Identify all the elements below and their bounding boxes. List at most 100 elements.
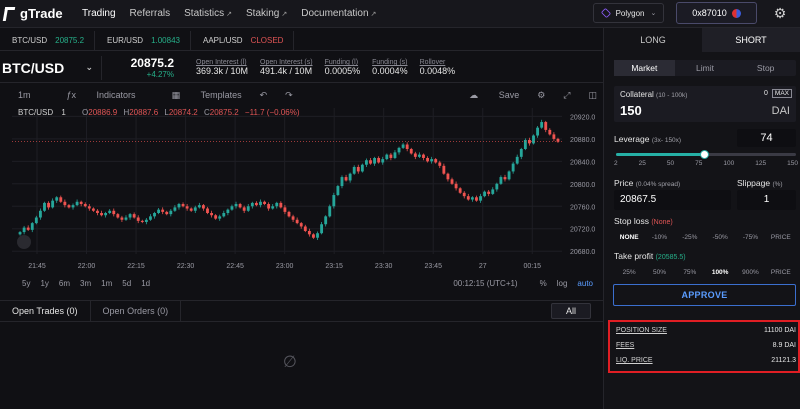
log-toggle[interactable]: log [556, 278, 568, 288]
candle-body [100, 213, 103, 216]
candle-body [283, 207, 287, 212]
wallet-button[interactable]: 0x87010 [676, 2, 757, 24]
tab-short[interactable]: SHORT [702, 28, 800, 52]
redo-icon[interactable]: ↷ [285, 89, 293, 100]
app-logo[interactable]: gTrade [0, 6, 72, 21]
chart-settings-icon[interactable]: ⚙ [537, 89, 546, 100]
approve-button[interactable]: APPROVE [613, 284, 796, 306]
chart-legend: BTC/USD 1 O20886.9 H20887.6 L20874.2 C20… [18, 108, 299, 117]
side-tabs: LONG SHORT [604, 28, 800, 52]
candle-body [336, 186, 340, 196]
stat-value: 0.0004% [372, 66, 408, 76]
candle-body [312, 234, 315, 238]
candle-body [55, 197, 59, 201]
candle-body [263, 201, 266, 205]
max-button[interactable]: MAX [771, 89, 792, 98]
empty-state-icon: ∅ [283, 354, 297, 371]
candle-body [59, 197, 63, 202]
nav-statistics[interactable]: Statistics ↗ [184, 8, 233, 19]
templates-button[interactable]: ▦ Templates [171, 89, 242, 100]
price-input[interactable]: 20867.5 [614, 190, 731, 210]
candle-body [279, 202, 283, 208]
candle-body [385, 154, 389, 160]
leverage-slider[interactable] [616, 150, 796, 159]
pair-tab-eur-usd[interactable]: EUR/USD 1.00843 [95, 30, 191, 51]
percent-toggle[interactable]: % [539, 278, 547, 288]
range-bar: 5y 1y 6m 3m 1m 5d 1d 00:12:15 (UTC+1) % … [0, 276, 603, 290]
range-3m[interactable]: 3m [80, 278, 92, 288]
tab-market[interactable]: Market [614, 60, 675, 76]
candle-body [157, 209, 161, 214]
candle-body [446, 173, 450, 180]
collateral-input[interactable]: Collateral (10 - 100k) 150 0 MAX DAI [614, 86, 796, 122]
tp-option-100[interactable]: 100% [711, 268, 729, 276]
pair-tab-btc-usd[interactable]: BTC/USD 20875.2 [0, 30, 96, 51]
summary-position-size: POSITION SIZE 11100 DAI [616, 327, 796, 334]
tab-open-trades[interactable]: Open Trades (0) [0, 300, 91, 322]
tp-option-price[interactable]: PRICE [770, 268, 791, 276]
tab-limit[interactable]: Limit [696, 63, 714, 73]
candle-body [259, 201, 262, 206]
undo-icon[interactable]: ↶ [259, 89, 268, 100]
range-5d[interactable]: 5d [122, 278, 132, 288]
symbol-selector[interactable]: BTC/USD ⌄ [0, 55, 102, 80]
range-1d[interactable]: 1d [141, 278, 151, 288]
sl-option-50[interactable]: -50% [712, 233, 728, 241]
tp-option-50[interactable]: 50% [652, 268, 666, 276]
slider-handle[interactable] [700, 150, 710, 159]
fullscreen-icon[interactable]: ⤢ [563, 89, 571, 100]
range-5y[interactable]: 5y [22, 278, 31, 288]
all-filter-button[interactable]: All [551, 303, 591, 319]
auto-toggle[interactable]: auto [577, 278, 593, 288]
tab-stop[interactable]: Stop [756, 63, 775, 73]
candlestick-chart[interactable]: 20920.0 20880.0 20840.0 20800.0 20760.0 20720… [12, 104, 603, 274]
nav-documentation[interactable]: Documentation ↗ [301, 8, 377, 19]
candle-body [246, 206, 250, 211]
candle-body [340, 177, 344, 187]
candle-body [136, 217, 140, 221]
candle-body [434, 159, 438, 163]
chart-time[interactable]: 00:12:15 (UTC+1) [453, 278, 518, 288]
sl-option-25[interactable]: -25% [682, 233, 698, 241]
screenshot-icon[interactable]: ◫ [588, 89, 597, 100]
settings-gear-icon[interactable]: ⚙ [773, 5, 787, 21]
slippage-input[interactable]: 1 [737, 190, 796, 210]
tp-option-900[interactable]: 900% [742, 268, 759, 276]
legend-h-key: H [123, 108, 130, 117]
nav-trading[interactable]: Trading [82, 8, 116, 19]
range-6m[interactable]: 6m [58, 278, 71, 288]
collateral-value[interactable]: 150 [620, 103, 642, 118]
slider-fill [616, 153, 705, 156]
candle-body [369, 160, 372, 164]
indicators-button[interactable]: ƒx Indicators [66, 90, 136, 100]
nav-staking[interactable]: Staking ↗ [246, 8, 288, 19]
candle-body [519, 148, 523, 157]
candle-body [430, 159, 434, 162]
candle-body [185, 206, 189, 209]
candle-body [140, 220, 144, 222]
sl-option-75[interactable]: -75% [742, 233, 759, 241]
candle-body [210, 213, 213, 216]
network-selector[interactable]: Polygon ⌄ [593, 3, 664, 23]
tab-long[interactable]: LONG [640, 35, 666, 45]
candle-body [544, 122, 548, 130]
tp-option-25[interactable]: 25% [622, 268, 636, 276]
tab-count: (0) [66, 306, 78, 316]
candle-body [422, 154, 425, 158]
sl-option-none[interactable]: NONE [619, 233, 639, 241]
legend-open: 20886.9 [88, 108, 118, 117]
range-1y[interactable]: 1y [40, 278, 49, 288]
candle-body [116, 214, 120, 218]
nav-referrals[interactable]: Referrals [129, 8, 171, 19]
range-1m[interactable]: 1m [101, 278, 113, 288]
interval-selector[interactable]: 1m [18, 90, 31, 100]
tab-open-orders[interactable]: Open Orders (0) [91, 300, 182, 322]
tp-option-75[interactable]: 75% [683, 268, 697, 276]
save-button[interactable]: ☁ Save [469, 89, 520, 100]
pair-tab-aapl-usd[interactable]: AAPL/USD CLOSED [191, 30, 295, 51]
legend-change: −11.7 (−0.06%) [244, 108, 300, 117]
leverage-input[interactable]: 74 [737, 129, 796, 147]
sl-option-10[interactable]: -10% [651, 233, 668, 241]
sl-option-price[interactable]: PRICE [770, 233, 791, 241]
price-chart[interactable]: 20920.0 20880.0 20840.0 20800.0 20760.0 20720… [12, 104, 603, 274]
